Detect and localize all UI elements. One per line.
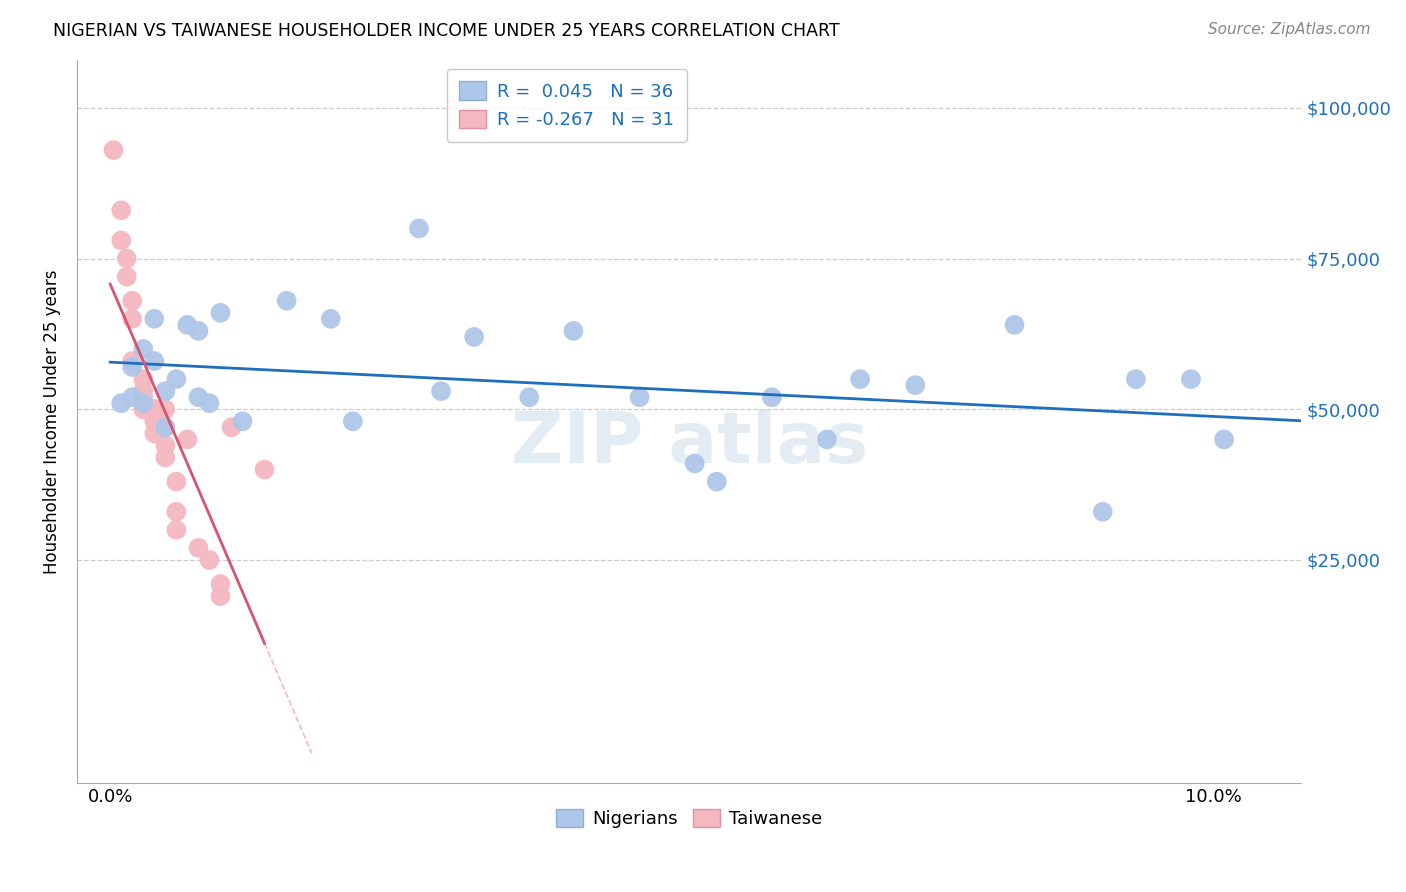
Text: ZIP atlas: ZIP atlas <box>510 409 868 477</box>
Point <box>143 311 166 326</box>
Point <box>165 505 187 519</box>
Point <box>187 390 209 404</box>
Point <box>904 378 927 392</box>
Point <box>221 420 243 434</box>
Point <box>115 269 138 284</box>
Point <box>1004 318 1026 332</box>
Point <box>198 396 221 410</box>
Point <box>276 293 298 308</box>
Point <box>143 402 166 417</box>
Point <box>115 252 138 266</box>
Point <box>165 372 187 386</box>
Point <box>176 433 198 447</box>
Point <box>1125 372 1147 386</box>
Point <box>155 450 177 465</box>
Point <box>132 396 155 410</box>
Point <box>132 372 155 386</box>
Point <box>103 143 125 157</box>
Point <box>143 426 166 441</box>
Point <box>1180 372 1202 386</box>
Point <box>155 384 177 399</box>
Point <box>132 390 155 404</box>
Point <box>155 438 177 452</box>
Point <box>121 390 143 404</box>
Point <box>517 390 540 404</box>
Point <box>408 221 430 235</box>
Point <box>143 402 166 417</box>
Point <box>132 342 155 356</box>
Point <box>165 523 187 537</box>
Point <box>110 234 132 248</box>
Point <box>706 475 728 489</box>
Point <box>1213 433 1236 447</box>
Point <box>628 390 651 404</box>
Text: NIGERIAN VS TAIWANESE HOUSEHOLDER INCOME UNDER 25 YEARS CORRELATION CHART: NIGERIAN VS TAIWANESE HOUSEHOLDER INCOME… <box>53 22 839 40</box>
Point <box>209 589 232 603</box>
Point <box>155 402 177 417</box>
Point <box>761 390 783 404</box>
Point <box>187 324 209 338</box>
Point <box>849 372 872 386</box>
Legend: Nigerians, Taiwanese: Nigerians, Taiwanese <box>550 802 830 836</box>
Point <box>319 311 342 326</box>
Point <box>110 203 132 218</box>
Point <box>143 402 166 417</box>
Point <box>342 414 364 428</box>
Point <box>209 577 232 591</box>
Point <box>430 384 453 399</box>
Point <box>231 414 253 428</box>
Point <box>1091 505 1114 519</box>
Point <box>562 324 585 338</box>
Point <box>155 420 177 434</box>
Point <box>121 360 143 375</box>
Point <box>165 475 187 489</box>
Point <box>187 541 209 555</box>
Text: Source: ZipAtlas.com: Source: ZipAtlas.com <box>1208 22 1371 37</box>
Point <box>198 553 221 567</box>
Point <box>121 293 143 308</box>
Point <box>683 457 706 471</box>
Point <box>463 330 485 344</box>
Point <box>121 311 143 326</box>
Point <box>121 354 143 368</box>
Point <box>209 306 232 320</box>
Point <box>143 414 166 428</box>
Point <box>253 462 276 476</box>
Point <box>143 354 166 368</box>
Point <box>815 433 838 447</box>
Point <box>155 420 177 434</box>
Point <box>132 402 155 417</box>
Point <box>110 396 132 410</box>
Point <box>132 384 155 399</box>
Y-axis label: Householder Income Under 25 years: Householder Income Under 25 years <box>44 269 60 574</box>
Point <box>176 318 198 332</box>
